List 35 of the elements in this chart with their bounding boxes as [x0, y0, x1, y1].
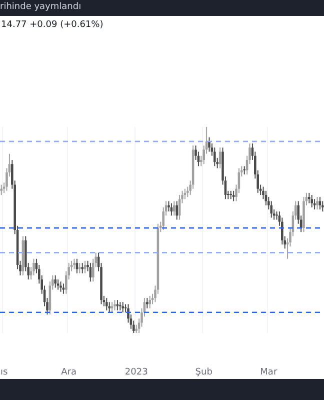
candlestick [316, 196, 318, 210]
candlestick [73, 258, 76, 270]
candlestick [168, 200, 170, 212]
x-tick-label: Ara [61, 368, 77, 378]
candlestick [310, 194, 313, 208]
candlestick [270, 200, 272, 218]
candlestick [308, 192, 310, 204]
candlestick [214, 147, 216, 167]
chart-title: rihinde yaymlandı [0, 2, 82, 12]
candlestick [243, 166, 246, 175]
candlestick [110, 302, 114, 313]
candlestick [146, 297, 148, 309]
candlestick [60, 281, 62, 292]
candlestick [322, 200, 324, 212]
candlestick [208, 136, 210, 152]
candlestick [106, 297, 108, 311]
candlestick [78, 262, 81, 274]
candlestick [119, 302, 122, 311]
x-tick-label: ıs [0, 368, 8, 378]
candlestick [148, 295, 151, 309]
candlestick [313, 198, 316, 210]
chart-subtitle: 14.77 +0.09 (+0.61%) [1, 20, 104, 30]
candlestick [81, 262, 84, 274]
candlestick [318, 196, 322, 210]
x-tick-label: Mar [260, 368, 278, 378]
candlestick [114, 300, 116, 311]
candlestick [122, 302, 124, 313]
candlestick [173, 200, 176, 216]
candlestick [176, 200, 178, 220]
candlestick [108, 302, 110, 313]
x-tick-label: 2023 [124, 368, 148, 378]
candlestick [54, 274, 56, 288]
x-tick-label: Şub [195, 368, 213, 378]
candlestick [32, 258, 35, 276]
candlestick [0, 184, 2, 196]
